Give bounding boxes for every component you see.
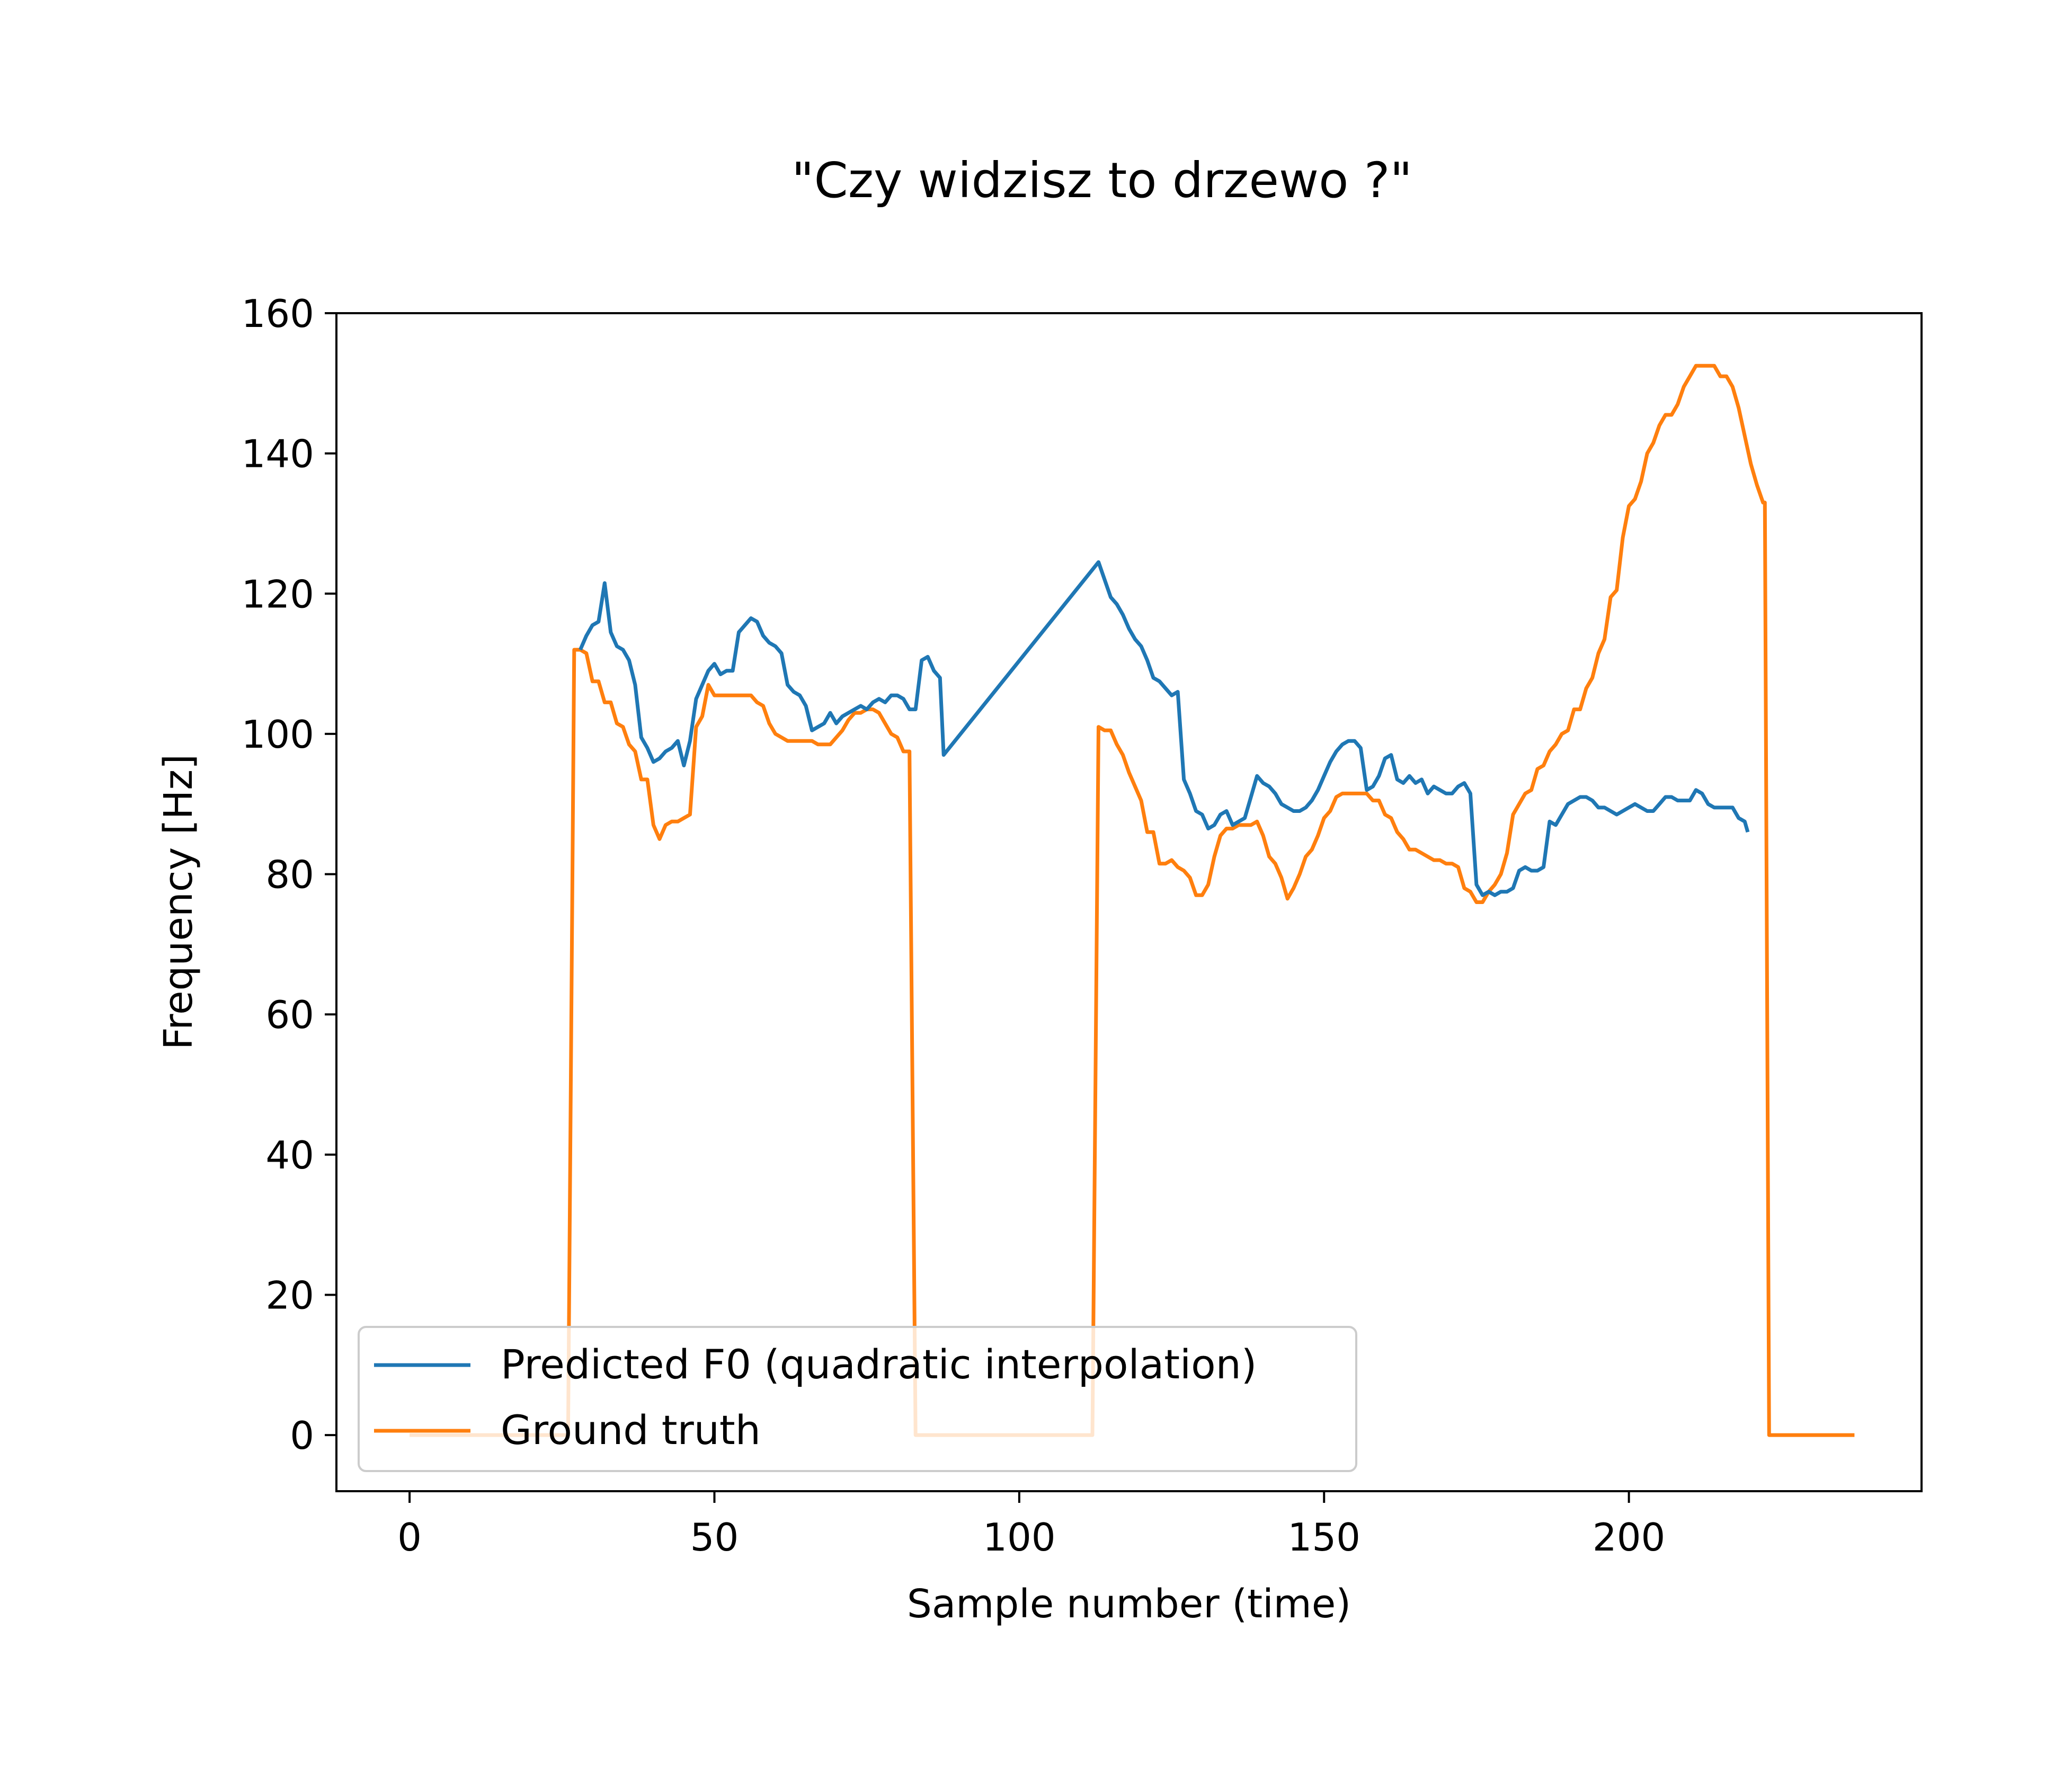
series-layer <box>410 364 1855 1437</box>
y-tick-label: 60 <box>265 993 314 1037</box>
x-tick-label: 150 <box>1288 1515 1360 1560</box>
y-tick-label: 120 <box>242 572 314 616</box>
legend-label-predicted: Predicted F0 (quadratic interpolation) <box>501 1341 1257 1388</box>
y-axis-label: Frequency [Hz] <box>156 754 201 1050</box>
chart-title: "Czy widzisz to drzewo ?" <box>792 152 1412 209</box>
x-axis: 0 50 100 150 200 <box>397 1491 1665 1560</box>
series-line-ground-truth <box>410 364 1855 1437</box>
y-axis: 0 20 40 60 80 100 120 140 160 <box>242 291 336 1458</box>
x-tick-label: 0 <box>397 1515 422 1560</box>
series-line-predicted <box>579 560 1750 897</box>
legend-frame <box>358 1326 1357 1472</box>
legend: Predicted F0 (quadratic interpolation) G… <box>358 1326 1357 1472</box>
x-tick-label: 50 <box>690 1515 739 1560</box>
x-tick-label: 200 <box>1593 1515 1665 1560</box>
y-tick-label: 20 <box>265 1273 314 1318</box>
legend-label-ground-truth: Ground truth <box>501 1406 761 1454</box>
y-tick-label: 0 <box>290 1413 314 1458</box>
y-tick-label: 100 <box>242 712 314 757</box>
x-axis-label: Sample number (time) <box>907 1581 1351 1627</box>
y-tick-label: 160 <box>242 291 314 336</box>
x-tick-label: 100 <box>983 1515 1055 1560</box>
y-tick-label: 40 <box>265 1133 314 1177</box>
y-tick-label: 80 <box>265 853 314 897</box>
plot-frame <box>335 312 1923 1492</box>
y-tick-label: 140 <box>242 432 314 476</box>
